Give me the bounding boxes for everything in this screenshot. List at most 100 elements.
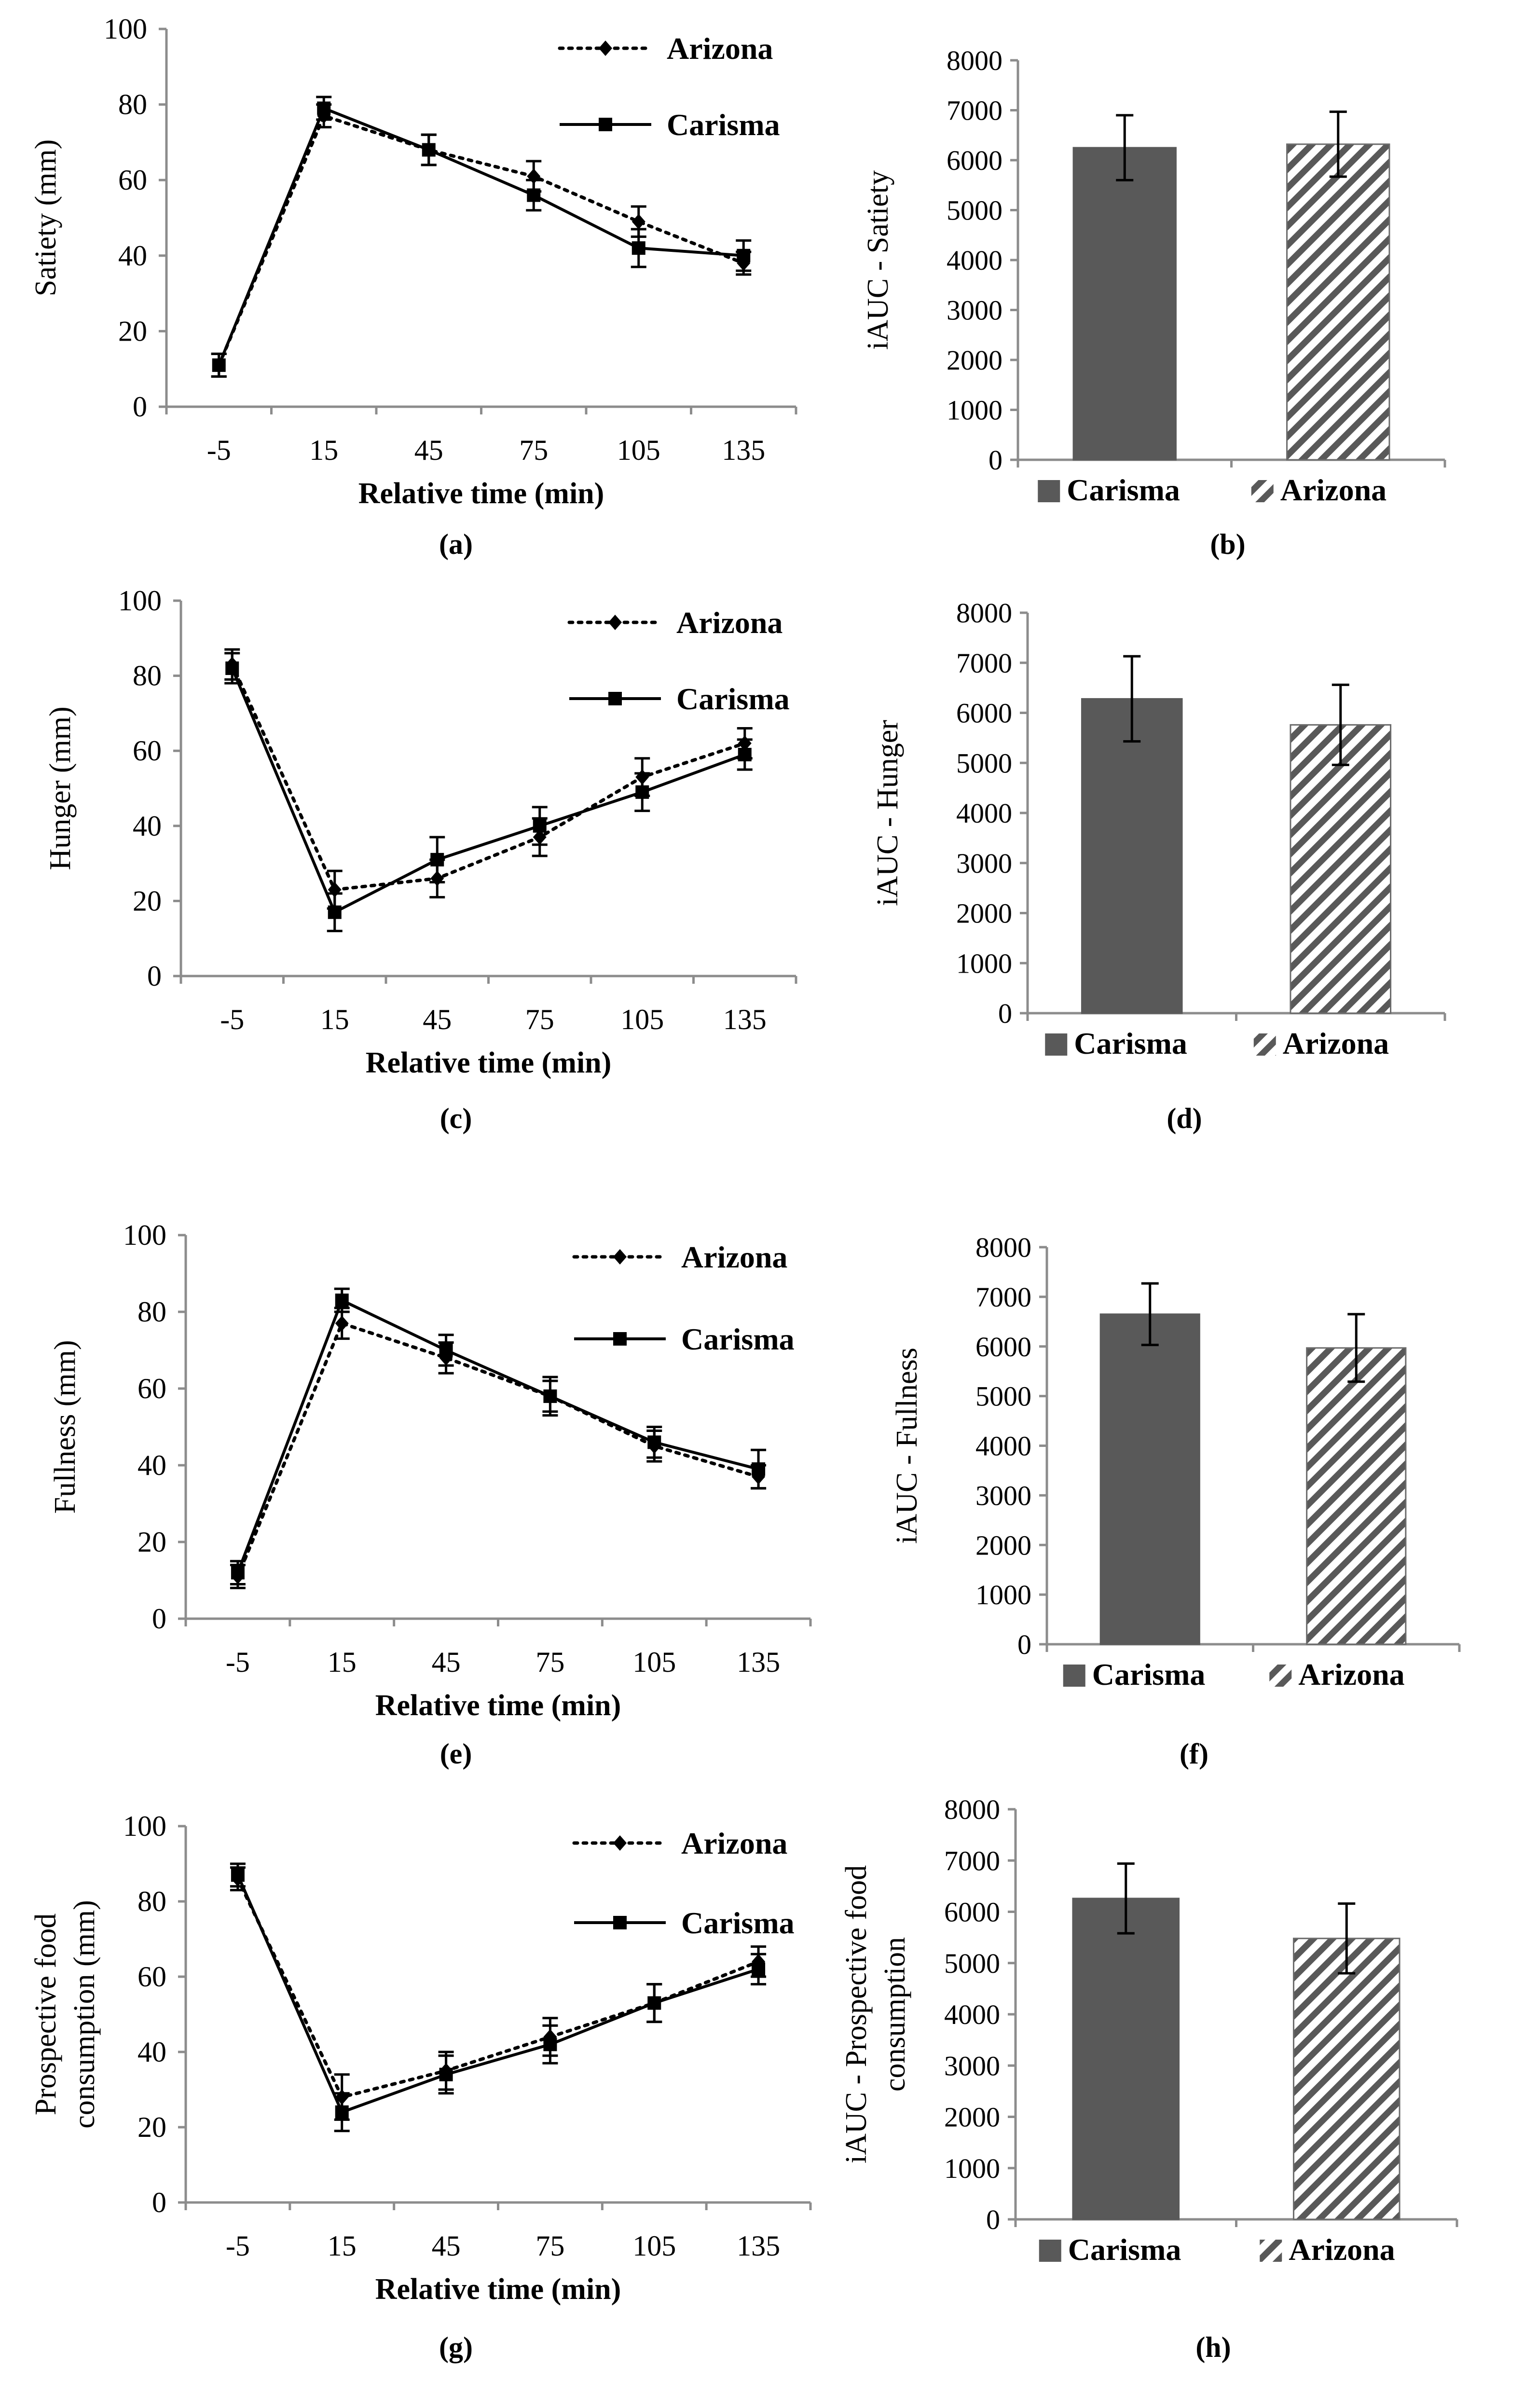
y-tick-label: 8000: [944, 1794, 1000, 1825]
line-chart-c: 0 20 40 60 80 100 -5 15 45 75 105 135 Relative time …: [44, 585, 797, 1134]
y-tick-label: 0: [147, 960, 162, 992]
series-line-carisma: [236, 1298, 759, 1573]
y-tick-label: 2000: [944, 2102, 1000, 2133]
x-axis-title: Relative time (min): [358, 477, 604, 510]
x-tick-label: 135: [723, 1004, 767, 1035]
bar-chart-f: 0 1000 2000 3000 4000 5000 6000 7000 8000 iAUC - …: [891, 1232, 1461, 1770]
bar-arizona: [1292, 1938, 1400, 2220]
legend-label-arizona: Arizona: [667, 31, 773, 66]
y-axis-title: Fullness (mm): [49, 1340, 82, 1514]
y-tick-label: 7000: [947, 95, 1002, 126]
y-tick-label: 0: [152, 1603, 166, 1635]
series-arizona: [211, 103, 752, 378]
data-point-carisma: [738, 747, 752, 761]
data-point-carisma: [430, 853, 444, 867]
y-tick-label: 8000: [947, 45, 1002, 76]
legend-label-carisma: Carisma: [676, 682, 790, 716]
y-tick-label: 6000: [944, 1897, 1000, 1928]
y-tick-label: 1000: [956, 948, 1012, 979]
series-carisma: [230, 1862, 767, 2133]
x-axis-title: Relative time (min): [366, 1046, 612, 1079]
x-tick-label: 105: [617, 434, 660, 466]
x-tick-label: -5: [226, 2230, 250, 2262]
x-tick-label: 105: [632, 1646, 676, 1678]
legend-label-carisma: Carisma: [667, 108, 780, 142]
legend: Arizona Carisma: [567, 605, 790, 716]
y-tick-label: 3000: [956, 848, 1012, 879]
bar-arizona: [1306, 1347, 1407, 1645]
y-tick-label: 4000: [944, 1999, 1000, 2030]
y-tick-label: 60: [133, 735, 162, 767]
legend-swatch-carisma: [1039, 2240, 1061, 2262]
legend-swatch-arizona: [1251, 480, 1274, 502]
y-tick-label: 40: [133, 810, 162, 842]
bar-arizona: [1290, 724, 1392, 1014]
error-bar: [1116, 114, 1134, 181]
y-tick-label: 5000: [956, 747, 1012, 779]
legend-marker-carisma: [599, 118, 612, 131]
y-tick-label: 3000: [944, 2050, 1000, 2081]
data-point-carisma: [635, 785, 649, 799]
y-tick-label: 100: [118, 585, 162, 617]
legend-swatch-carisma: [1038, 480, 1060, 502]
series-line-arizona: [230, 662, 747, 892]
y-axis-title: iAUC - Fullness: [891, 1348, 923, 1543]
series-arizona: [224, 648, 753, 910]
error-bar: [1329, 110, 1347, 178]
series-carisma: [224, 652, 753, 933]
panel-label: (a): [439, 528, 473, 560]
y-tick-label: 2000: [956, 898, 1012, 929]
bar-chart-d: 0 1000 2000 3000 4000 5000 6000 7000 8000 iAUC - …: [871, 597, 1446, 1134]
x-tick-label: 105: [620, 1004, 664, 1035]
y-axis-title: consumption: [879, 1937, 911, 2092]
y-tick-label: 6000: [956, 698, 1012, 729]
data-point-arizona: [632, 214, 645, 230]
bar-carisma: [1081, 698, 1183, 1014]
series-carisma: [230, 1287, 767, 1585]
y-tick-label: 0: [998, 998, 1012, 1029]
data-point-carisma: [231, 1868, 245, 1882]
y-tick-label: 60: [118, 164, 147, 196]
series-line-carisma: [231, 667, 745, 914]
line-chart-a: 0 20 40 60 80 100 -5 15 45 75 105 135 Relative time …: [29, 13, 797, 560]
y-tick-label: 4000: [975, 1431, 1031, 1462]
y-axis-title: consumption (mm): [68, 1900, 101, 2129]
legend-label-arizona: Arizona: [681, 1240, 787, 1274]
legend-marker-carisma: [613, 1332, 627, 1346]
y-tick-label: 4000: [947, 245, 1002, 276]
y-axis-title: iAUC - Hunger: [871, 720, 904, 906]
y-axis-title: iAUC - Satiety: [862, 170, 894, 350]
bar-chart-h: 0 1000 2000 3000 4000 5000 6000 7000 8000 iAUC - …: [840, 1794, 1458, 2363]
y-tick-label: 0: [1017, 1629, 1031, 1660]
legend-label-arizona: Arizona: [1298, 1657, 1404, 1692]
x-tick-label: 75: [535, 2230, 564, 2262]
y-tick-label: 100: [104, 13, 147, 45]
panel-label: (g): [439, 2331, 473, 2363]
y-tick-label: 1000: [975, 1579, 1031, 1610]
x-tick-label: 45: [432, 1646, 461, 1678]
legend-label-carisma: Carisma: [1074, 1026, 1187, 1060]
y-tick-label: 60: [137, 1373, 166, 1404]
y-axis-title: Satiety (mm): [29, 139, 62, 296]
x-tick-label: 135: [722, 434, 765, 466]
legend-marker-carisma: [608, 692, 622, 705]
x-tick-label: 75: [525, 1004, 554, 1035]
legend-swatch-arizona: [1269, 1665, 1292, 1687]
bar-carisma: [1099, 1313, 1200, 1645]
series-line-arizona: [217, 113, 745, 367]
panel-label: (d): [1167, 1102, 1202, 1134]
legend-swatch-arizona: [1260, 2240, 1282, 2262]
bar-carisma: [1072, 1898, 1180, 2220]
data-point-carisma: [647, 1435, 661, 1449]
y-tick-label: 20: [137, 2111, 166, 2143]
x-tick-label: 45: [423, 1004, 452, 1035]
y-tick-label: 5000: [975, 1381, 1031, 1412]
data-point-carisma: [543, 1389, 557, 1403]
data-point-carisma: [533, 819, 547, 833]
line-chart-g: 0 20 40 60 80 100 -5 15 45 75 105 135 Relative time …: [29, 1810, 812, 2363]
y-tick-label: 3000: [975, 1480, 1031, 1511]
legend: Arizona Carisma: [572, 1240, 795, 1356]
y-tick-label: 5000: [947, 195, 1002, 226]
y-tick-label: 5000: [944, 1948, 1000, 1979]
